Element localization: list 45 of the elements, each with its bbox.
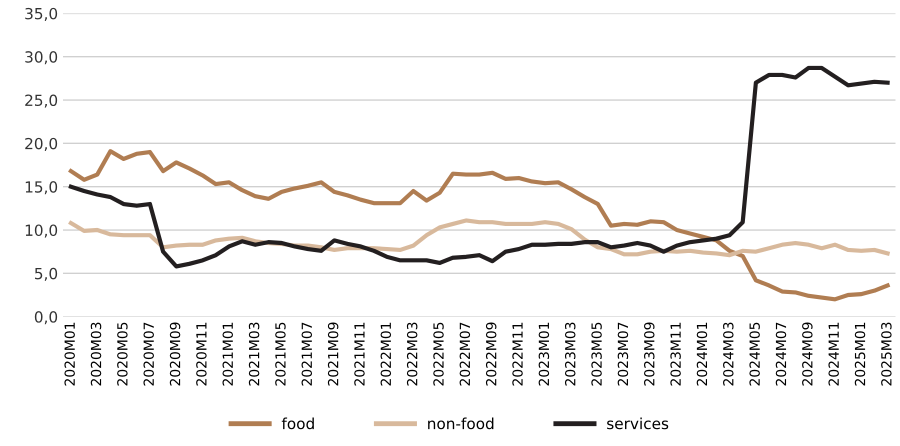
x-tick-label: 2024M07 (776, 322, 786, 386)
y-tick-label: 35,0 (25, 8, 58, 21)
x-tick-label: 2021M03 (248, 322, 260, 386)
x-tick-label: 2021M01 (222, 322, 234, 386)
x-tick-label: 2022M09 (486, 322, 496, 386)
y-tick-label: 30,0 (25, 51, 58, 64)
x-tick-label: 2020M03 (90, 322, 102, 386)
y-tick-label: 10,0 (26, 224, 58, 238)
x-tick-label: 2020M01 (64, 322, 75, 386)
x-tick-label: 2023M09 (644, 322, 655, 386)
y-tick-label: 20,0 (25, 138, 58, 151)
y-tick-label: 5,0 (35, 268, 58, 281)
legend-label: services (607, 417, 668, 430)
x-tick-label: 2023M03 (564, 322, 576, 386)
x-tick-label: 2024M09 (802, 322, 813, 386)
y-tick-label: 15,0 (26, 181, 58, 194)
x-tick-label: 2022M01 (380, 322, 392, 386)
x-tick-label: 2021M07 (302, 322, 312, 386)
x-tick-label: 2023M05 (591, 322, 602, 386)
x-tick-label: 2023M07 (618, 322, 628, 386)
x-tick-label: 2024M03 (723, 322, 734, 386)
x-tick-label: 2022M11 (512, 322, 523, 386)
legend-label: food (282, 417, 314, 430)
x-tick-label: 2024M01 (696, 322, 708, 386)
x-tick-label: 2021M05 (275, 322, 286, 386)
x-tick-label: 2020M05 (117, 322, 128, 386)
x-tick-label: 2023M01 (538, 322, 550, 386)
line-series (68, 149, 890, 302)
x-tick-label: 2021M09 (328, 322, 338, 386)
x-tick-label: 2022M05 (433, 322, 444, 386)
x-tick-label: 2021M11 (354, 322, 365, 386)
line-series (68, 66, 890, 268)
x-tick-label: 2022M03 (406, 322, 418, 386)
x-tick-label: 2024M11 (828, 322, 839, 386)
y-tick-label: 25,0 (25, 94, 58, 108)
x-tick-label: 2020M11 (196, 322, 207, 386)
y-tick-label: 0,0 (34, 311, 58, 324)
legend-label: non-food (428, 417, 494, 430)
x-tick-label: 2023M11 (670, 322, 681, 386)
x-tick-label: 2020M09 (170, 322, 180, 386)
x-tick-label: 2024M05 (749, 322, 760, 386)
x-tick-label: 2020M07 (143, 322, 154, 386)
x-tick-label: 2025M03 (881, 322, 892, 386)
x-tick-label: 2025M01 (854, 322, 866, 386)
x-tick-label: 2022M07 (460, 322, 470, 386)
